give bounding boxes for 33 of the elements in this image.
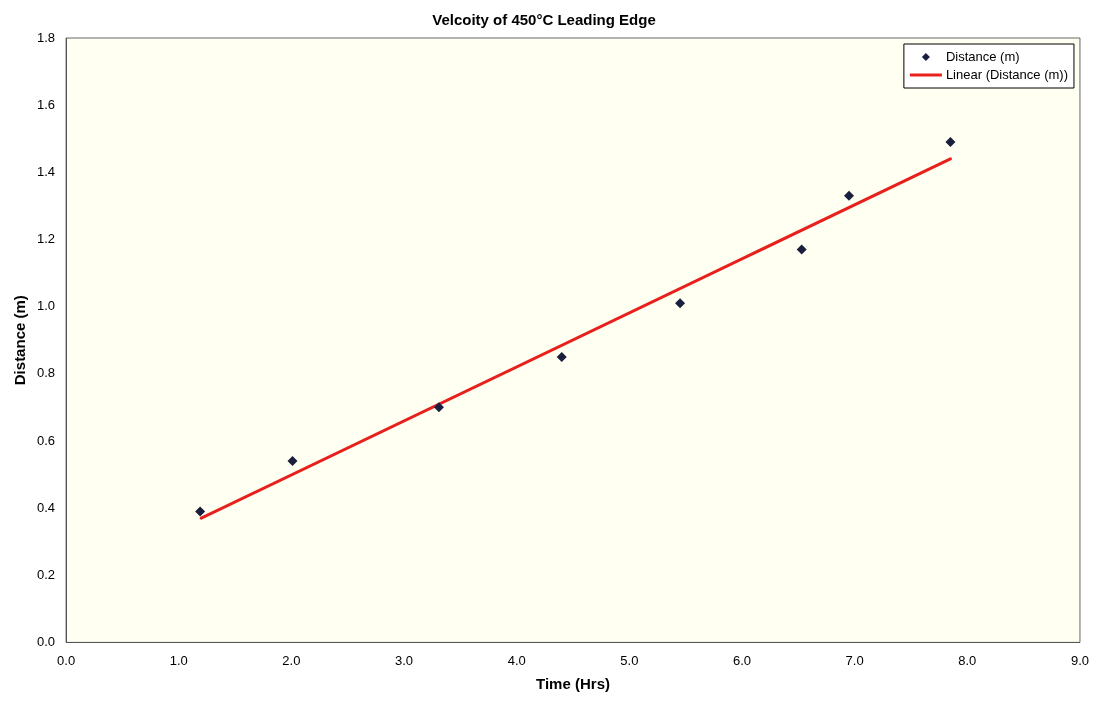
point [287, 456, 298, 467]
x-tick-label: 4.0 [507, 652, 526, 668]
y-axis-title: Distance (m) [11, 295, 29, 386]
x-tick-label: 5.0 [620, 652, 639, 668]
y-tick-label: 0.0 [36, 633, 56, 649]
y-tick-label: 1.0 [36, 298, 56, 314]
x-tick-label: 9.0 [1070, 652, 1089, 668]
y-tick-label: 1.2 [36, 231, 56, 247]
point [945, 137, 956, 148]
legend-label: Linear (Distance (m)) [945, 66, 1068, 82]
x-tick-label: 8.0 [958, 652, 977, 668]
x-tick-label: 1.0 [169, 652, 188, 668]
y-tick-label: 1.4 [36, 163, 56, 179]
x-tick-label: 6.0 [732, 652, 752, 668]
y-tick-label: 0.2 [36, 566, 56, 582]
legend-label: Distance (m) [945, 48, 1020, 64]
chart-title: Velcoity of 450°C Leading Edge [432, 11, 656, 29]
y-tick-label: 0.4 [36, 499, 56, 515]
point [556, 351, 567, 362]
y-tick-label: 0.6 [36, 432, 56, 448]
point [433, 402, 444, 413]
y-tick-label: 0.8 [36, 365, 56, 381]
x-axis-title: Time (Hrs) [536, 675, 610, 693]
y-tick-label: 1.8 [36, 29, 56, 45]
y-tick-label: 1.6 [36, 96, 56, 112]
point [796, 244, 807, 255]
x-tick-label: 2.0 [282, 652, 301, 668]
x-tick-label: 0.0 [57, 652, 76, 668]
x-tick-label: 3.0 [395, 652, 414, 668]
point [844, 190, 855, 201]
point [195, 506, 206, 517]
point [675, 298, 686, 309]
x-tick-label: 7.0 [845, 652, 864, 668]
